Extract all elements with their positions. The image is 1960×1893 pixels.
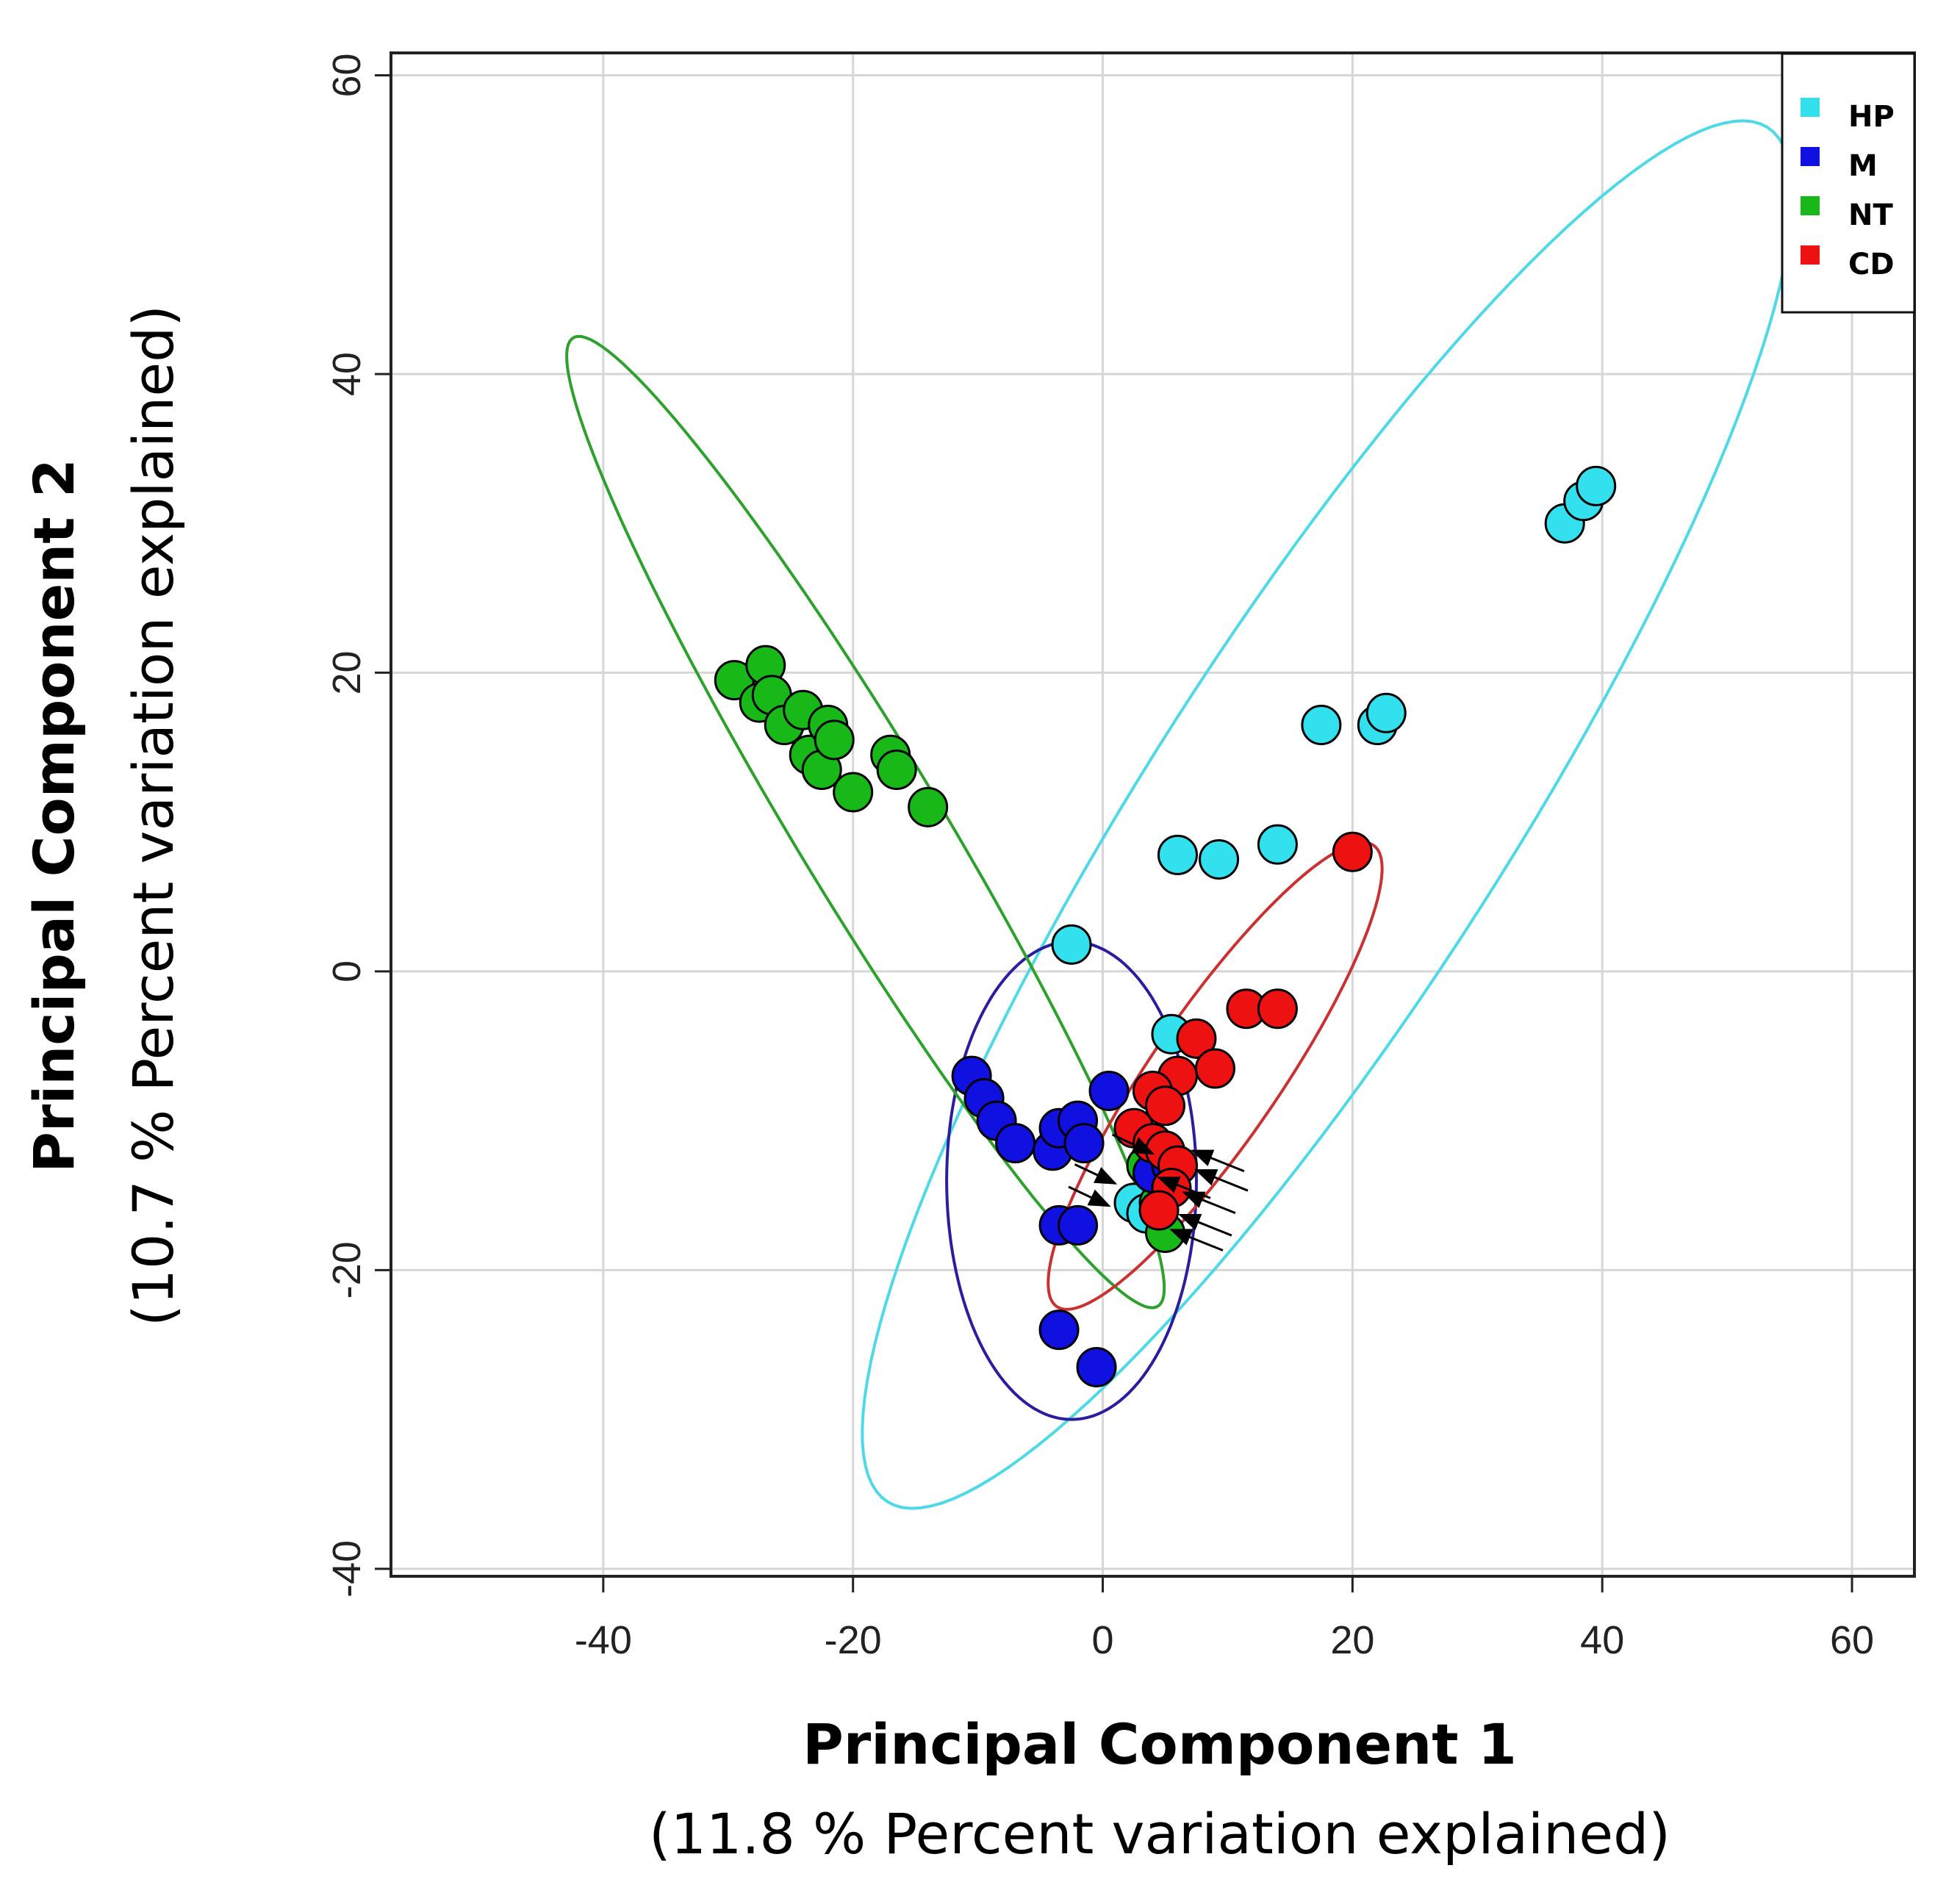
arrow-mark — [1111, 1133, 1155, 1155]
legend-swatch-m — [1801, 147, 1820, 166]
point-hp — [1365, 692, 1407, 733]
point-nt — [814, 719, 855, 761]
point-cd — [1332, 831, 1373, 872]
legend-label-nt: NT — [1848, 198, 1893, 232]
ellipse-hp — [861, 119, 1795, 1510]
y-tick-label: -20 — [325, 1241, 369, 1298]
arrow-mark — [1178, 1213, 1232, 1237]
legend-swatch-hp — [1801, 98, 1820, 117]
point-m — [1063, 1123, 1105, 1164]
y-tick-label: 60 — [325, 53, 369, 97]
y-tick-label: 20 — [325, 650, 369, 694]
point-cd — [1144, 1085, 1185, 1127]
ellipse-cd — [1047, 841, 1384, 1311]
legend-label-cd: CD — [1848, 248, 1895, 281]
arrow-mark — [1169, 1229, 1224, 1251]
point-arrows — [1068, 1133, 1249, 1251]
y-axis-ticks: -40 -20 0 20 40 60 — [325, 53, 391, 1598]
arrow-mark — [1068, 1185, 1111, 1207]
y-axis-title: Principal Component 2 — [21, 459, 87, 1173]
point-m — [1076, 1346, 1117, 1387]
arrow-mark — [1194, 1168, 1249, 1192]
point-m — [995, 1123, 1036, 1164]
legend-box — [1781, 52, 1916, 314]
x-axis-ticks: -40 -20 0 20 40 60 — [575, 1576, 1874, 1662]
arrow-mark — [1182, 1191, 1236, 1215]
point-cd — [1176, 1018, 1217, 1059]
legend-swatch-cd — [1801, 245, 1820, 265]
arrow-mark — [1191, 1149, 1245, 1173]
plot-background — [391, 53, 1914, 1576]
point-hp — [1199, 838, 1240, 880]
ellipse-nt — [565, 334, 1166, 1310]
point-nt — [908, 786, 949, 827]
point-m — [1038, 1310, 1080, 1351]
point-hp — [1257, 824, 1298, 865]
legend-label-m: M — [1848, 149, 1878, 183]
y-tick-label: 0 — [325, 960, 369, 983]
y-tick-label: 40 — [325, 352, 369, 396]
point-hp — [1051, 924, 1092, 965]
point-cd — [1194, 1048, 1235, 1089]
x-tick-label: 0 — [1092, 1618, 1114, 1662]
x-tick-label: 40 — [1580, 1618, 1624, 1662]
y-tick-label: -40 — [325, 1540, 369, 1598]
x-axis-title: Principal Component 1 — [803, 1711, 1517, 1777]
point-nt — [833, 772, 874, 813]
point-hp — [1157, 834, 1198, 875]
x-tick-label: -40 — [575, 1618, 632, 1662]
x-tick-label: 60 — [1830, 1618, 1874, 1662]
legend-swatch-nt — [1801, 196, 1820, 215]
point-m — [1088, 1070, 1130, 1111]
x-axis-subtitle: (11.8 % Percent variation explained) — [649, 1801, 1670, 1867]
confidence-ellipses — [565, 119, 1795, 1510]
legend: HP M NT CD — [1781, 52, 1916, 314]
plot-frame — [390, 51, 1916, 1578]
point-hp — [1576, 465, 1617, 506]
point-nt — [876, 750, 917, 791]
point-cd — [1257, 988, 1298, 1030]
point-hp — [1301, 705, 1342, 746]
y-axis-subtitle: (10.7 % Percent variation explained) — [121, 305, 186, 1326]
x-tick-label: 20 — [1330, 1618, 1374, 1662]
legend-label-hp: HP — [1848, 100, 1895, 134]
point-cd — [1138, 1190, 1180, 1231]
x-tick-label: -20 — [825, 1618, 882, 1662]
arrow-mark — [1074, 1163, 1118, 1185]
ellipse-m — [945, 940, 1199, 1421]
point-m — [1058, 1204, 1099, 1246]
